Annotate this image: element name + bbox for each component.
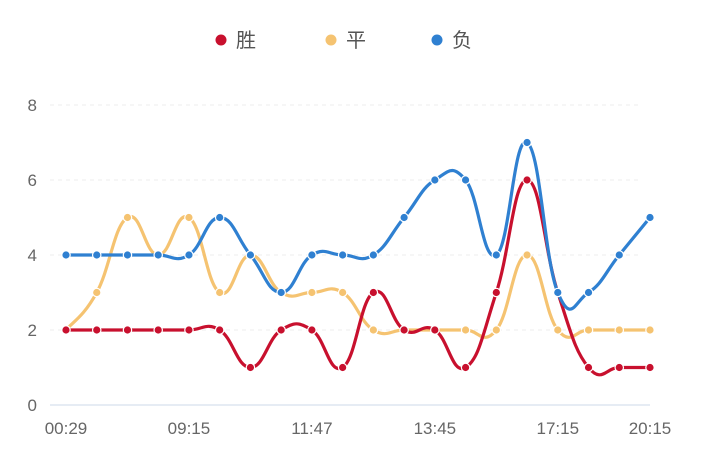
data-point — [614, 325, 625, 335]
data-point — [91, 250, 102, 260]
data-point — [122, 250, 133, 260]
data-point — [614, 250, 625, 260]
data-point — [552, 325, 563, 335]
data-point — [276, 325, 286, 335]
data-point — [276, 287, 286, 298]
y-tick-label: 4 — [28, 246, 37, 265]
data-point — [307, 325, 317, 335]
data-point — [368, 250, 379, 260]
x-tick-label: 17:15 — [537, 419, 580, 438]
data-point — [307, 250, 317, 260]
data-point — [307, 287, 317, 298]
data-point — [399, 325, 409, 335]
data-point — [583, 362, 594, 373]
series-line — [64, 215, 652, 339]
data-point — [337, 250, 348, 260]
data-point — [214, 212, 225, 223]
data-point — [214, 325, 225, 335]
data-point — [583, 325, 594, 335]
data-point — [522, 137, 532, 148]
data-point — [91, 287, 102, 298]
legend-label: 负 — [452, 28, 472, 52]
legend-marker — [215, 34, 227, 46]
y-tick-label: 6 — [28, 171, 37, 190]
y-tick-label: 8 — [28, 96, 37, 115]
data-point — [184, 212, 194, 223]
data-point — [460, 175, 471, 185]
series-line — [64, 140, 652, 311]
legend-label: 平 — [346, 28, 366, 52]
series-line — [64, 178, 652, 377]
x-tick-label: 13:45 — [414, 419, 457, 438]
x-tick-label: 11:47 — [291, 419, 332, 438]
y-tick-label: 2 — [28, 321, 37, 340]
data-point — [337, 362, 348, 373]
series-group — [61, 137, 655, 377]
legend-marker — [431, 34, 443, 46]
data-point — [153, 250, 164, 260]
data-point — [491, 250, 502, 260]
data-point — [337, 287, 348, 298]
data-point — [245, 250, 256, 260]
legend[interactable]: 胜平负 — [215, 28, 473, 52]
data-point — [522, 250, 532, 260]
data-point — [491, 287, 502, 298]
data-point — [491, 325, 502, 335]
data-point — [184, 325, 194, 335]
data-point — [91, 325, 102, 335]
data-point — [214, 287, 225, 298]
data-point — [184, 250, 194, 260]
data-point — [645, 212, 655, 223]
data-point — [368, 325, 379, 335]
data-point — [460, 362, 471, 373]
data-point — [460, 325, 471, 335]
legend-item[interactable]: 负 — [431, 28, 473, 52]
series-2 — [61, 137, 655, 311]
legend-label: 胜 — [236, 28, 256, 52]
data-point — [61, 325, 71, 335]
legend-item[interactable]: 平 — [325, 28, 367, 52]
data-point — [153, 325, 164, 335]
data-point — [368, 287, 379, 298]
legend-marker — [325, 34, 337, 46]
data-point — [122, 212, 133, 223]
y-tick-label: 0 — [28, 396, 37, 415]
data-point — [245, 362, 256, 373]
data-point — [399, 212, 409, 223]
series-0 — [61, 175, 655, 377]
legend-item[interactable]: 胜 — [215, 28, 257, 52]
axes: 0 2 4 6 8 00:29 09:15 11:47 13:45 17:15 20:15 — [28, 96, 672, 438]
data-point — [122, 325, 133, 335]
data-point — [552, 287, 563, 298]
data-point — [614, 362, 625, 373]
data-point — [522, 175, 532, 185]
x-tick-label: 09:15 — [168, 419, 211, 438]
x-tick-label: 20:15 — [629, 419, 672, 438]
data-point — [430, 175, 440, 185]
data-point — [61, 250, 71, 260]
data-point — [645, 325, 655, 335]
data-point — [645, 362, 655, 373]
x-tick-label: 00:29 — [45, 419, 88, 438]
data-point — [430, 325, 440, 335]
data-point — [583, 287, 594, 298]
